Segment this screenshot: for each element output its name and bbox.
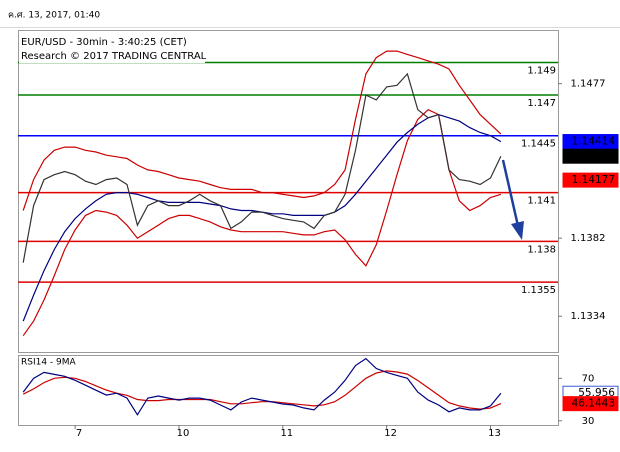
y-tick-label: 1.1334 [571, 311, 606, 322]
x-tick-label: 10 [177, 428, 190, 439]
level-label: 1.1445 [521, 139, 556, 150]
level-label: 1.138 [527, 244, 556, 255]
x-tick-label: 13 [488, 428, 501, 439]
value-tag-label: 1.14177 [572, 174, 615, 186]
chart-title: EUR/USD - 30min - 3:40:25 (CET) [21, 37, 187, 48]
series-line [22, 50, 502, 211]
value-tag-label: 46.1443 [572, 398, 615, 410]
panel-frame [18, 355, 559, 426]
value-tag [562, 172, 619, 188]
panel-frame [18, 30, 559, 353]
series-line [22, 357, 502, 416]
value-tag [562, 134, 619, 150]
level-label: 1.147 [527, 98, 556, 109]
forecast-arrow-head [511, 221, 524, 240]
series-line [22, 72, 502, 263]
value-tag-label: 1.14414 [572, 136, 616, 148]
y-tick-label: 1.1477 [571, 79, 606, 90]
level-label: 1.1355 [521, 285, 556, 296]
y-tick-label: 1.1382 [571, 233, 606, 244]
timestamp: ค.ศ. 13, 2017, 01:40 [8, 11, 100, 21]
chart-layer: 1.1334 1.1382 1.1477 1.149 1.147 1.1445 1.141 1… [18, 30, 619, 439]
forecast-arrow [501, 159, 520, 227]
y-tick-label: 30 [582, 416, 595, 427]
level-label: 1.149 [527, 66, 556, 77]
series-line [22, 108, 502, 337]
x-tick-label: 12 [384, 428, 397, 439]
value-tag-label: 1.14324 [572, 150, 616, 162]
chart-title: RSI14 - 9MA [21, 358, 77, 368]
title-backdrop [19, 31, 205, 63]
x-tick-label: 11 [280, 428, 293, 439]
value-tag [562, 148, 619, 164]
value-tag [562, 396, 619, 412]
series-line [22, 370, 502, 410]
x-tick-label: 7 [76, 428, 82, 439]
chart-subtitle: Research © 2017 TRADING CENTRAL [21, 51, 207, 62]
y-tick-label: 70 [582, 373, 595, 384]
level-label: 1.141 [527, 196, 556, 207]
